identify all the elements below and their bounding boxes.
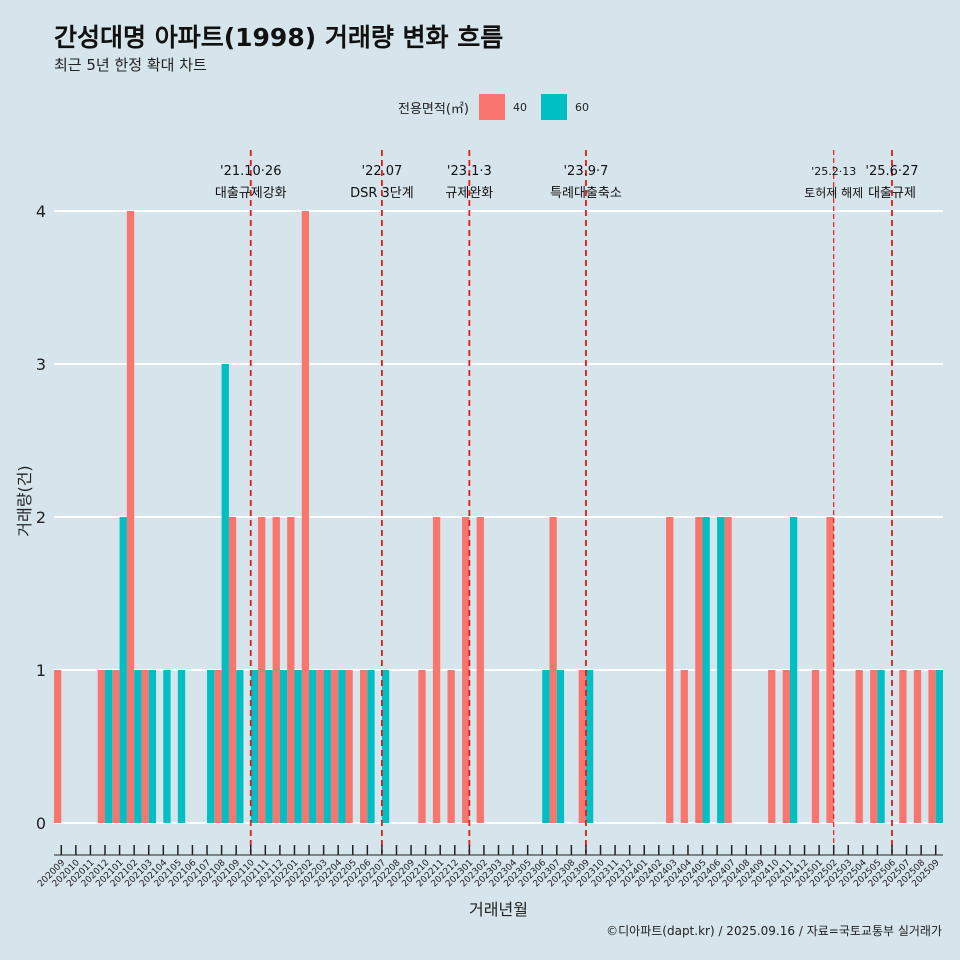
bar: [724, 517, 732, 823]
bar: [870, 670, 878, 823]
bar: [556, 670, 565, 823]
bar: [360, 670, 368, 823]
bar: [913, 670, 922, 823]
y-tick-label: 1: [36, 661, 46, 680]
bar: [221, 364, 229, 823]
event-date-label: '23.1·3: [447, 164, 492, 179]
legend-label-60: 60: [574, 100, 589, 114]
bar: [330, 670, 339, 823]
bar: [855, 670, 863, 823]
bar: [928, 670, 936, 823]
bar: [789, 517, 798, 823]
bar: [418, 670, 426, 823]
bar: [447, 670, 455, 823]
bar: [680, 670, 688, 823]
bar: [207, 670, 215, 823]
bar: [163, 670, 171, 823]
y-tick-label: 0: [36, 814, 46, 833]
bar: [702, 517, 710, 823]
bar: [666, 517, 674, 823]
bar: [462, 517, 470, 823]
event-name-label: 토허제 해제: [804, 186, 863, 200]
bar: [585, 670, 594, 823]
bar: [768, 670, 776, 823]
bar: [345, 670, 353, 823]
y-tick-label: 4: [36, 202, 46, 221]
bar: [549, 517, 557, 823]
bar: [338, 670, 346, 823]
chart-subtitle: 최근 5년 한정 확대 차트: [54, 56, 207, 74]
event-name-label: 특례대출축소: [550, 186, 622, 201]
bar: [301, 211, 310, 823]
legend-label-40: 40: [512, 100, 527, 114]
bar: [367, 670, 375, 823]
event-date-label: '22.07: [362, 164, 403, 179]
bar: [782, 670, 790, 823]
bar: [236, 670, 244, 823]
bar: [717, 517, 725, 823]
event-date-label: '25.6·27: [865, 164, 918, 179]
bar: [250, 670, 259, 823]
event-date-label: '25.2·13: [811, 165, 856, 178]
y-axis-title: 거래량(건): [15, 465, 34, 536]
event-date-label: '23.9·7: [563, 164, 608, 179]
bar: [272, 517, 280, 823]
bar: [105, 670, 113, 823]
event-name-label: DSR 3단계: [350, 186, 414, 201]
bar: [134, 670, 142, 823]
bar: [695, 517, 703, 823]
legend-swatch-40: [478, 94, 505, 120]
bar: [141, 670, 149, 823]
bar: [935, 670, 943, 823]
bar: [877, 670, 885, 823]
event-name-label: 대출규제강화: [215, 186, 287, 201]
bar: [97, 670, 106, 823]
bar: [54, 670, 62, 823]
bar: [476, 517, 484, 823]
bar: [177, 670, 186, 823]
bar: [316, 670, 324, 823]
legend-title: 전용면적(㎡): [398, 101, 469, 117]
event-name-label: 규제완화: [445, 186, 493, 201]
x-axis-title: 거래년월: [469, 900, 528, 919]
bar: [826, 517, 834, 823]
bar: [323, 670, 331, 823]
bar: [214, 670, 222, 823]
bar: [381, 670, 390, 823]
bar: [542, 670, 550, 823]
y-tick-label: 3: [36, 355, 46, 374]
source-caption: ©디아파트(dapt.kr) / 2025.09.16 / 자료=국토교통부 실…: [606, 924, 942, 938]
event-date-label: '21.10·26: [220, 164, 281, 179]
bar: [279, 670, 288, 823]
bar: [432, 517, 441, 823]
bar: [899, 670, 907, 823]
bar: [265, 670, 273, 823]
bar: [258, 517, 266, 823]
bar: [578, 670, 586, 823]
bar: [119, 517, 127, 823]
bar: [112, 670, 120, 823]
bar: [126, 211, 135, 823]
bar: [148, 670, 157, 823]
bar: [309, 670, 317, 823]
legend-swatch-60: [540, 94, 567, 120]
bar: [294, 670, 302, 823]
y-tick-label: 2: [36, 508, 46, 527]
event-name-label: 대출규제: [868, 186, 916, 201]
bar: [287, 517, 295, 823]
bar: [228, 517, 237, 823]
legend: 전용면적(㎡) 40 60: [398, 93, 603, 121]
bar: [811, 670, 820, 823]
chart-title: 간성대명 아파트(1998) 거래량 변화 흐름: [54, 23, 504, 52]
